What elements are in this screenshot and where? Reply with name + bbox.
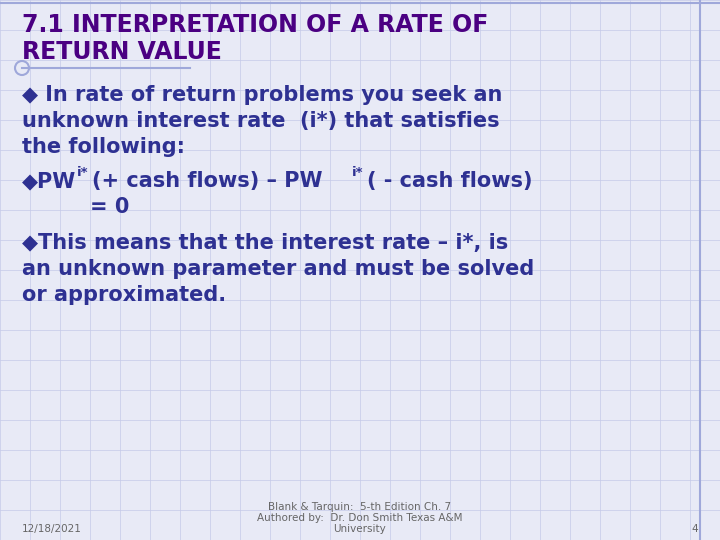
Text: 7.1 INTERPRETATION OF A RATE OF: 7.1 INTERPRETATION OF A RATE OF <box>22 13 488 37</box>
Text: ( - cash flows): ( - cash flows) <box>367 171 533 191</box>
Text: RETURN VALUE: RETURN VALUE <box>22 40 222 64</box>
Text: unknown interest rate  (i*) that satisfies: unknown interest rate (i*) that satisfie… <box>22 111 500 131</box>
Text: 4: 4 <box>691 524 698 534</box>
Text: 12/18/2021: 12/18/2021 <box>22 524 82 534</box>
Text: the following:: the following: <box>22 137 185 157</box>
Text: ◆ In rate of return problems you seek an: ◆ In rate of return problems you seek an <box>22 85 503 105</box>
Text: or approximated.: or approximated. <box>22 285 226 305</box>
Text: i*: i* <box>352 166 364 179</box>
Text: (+ cash flows) – PW: (+ cash flows) – PW <box>92 171 323 191</box>
Text: an unknown parameter and must be solved: an unknown parameter and must be solved <box>22 259 534 279</box>
Text: Blank & Tarquin:  5-th Edition Ch. 7: Blank & Tarquin: 5-th Edition Ch. 7 <box>269 502 451 512</box>
Text: ◆PW: ◆PW <box>22 171 76 191</box>
Text: = 0: = 0 <box>90 197 130 217</box>
Text: University: University <box>333 524 387 534</box>
Text: i*: i* <box>77 166 89 179</box>
Text: ◆This means that the interest rate – i*, is: ◆This means that the interest rate – i*,… <box>22 233 508 253</box>
Text: Authored by:  Dr. Don Smith Texas A&M: Authored by: Dr. Don Smith Texas A&M <box>257 513 463 523</box>
